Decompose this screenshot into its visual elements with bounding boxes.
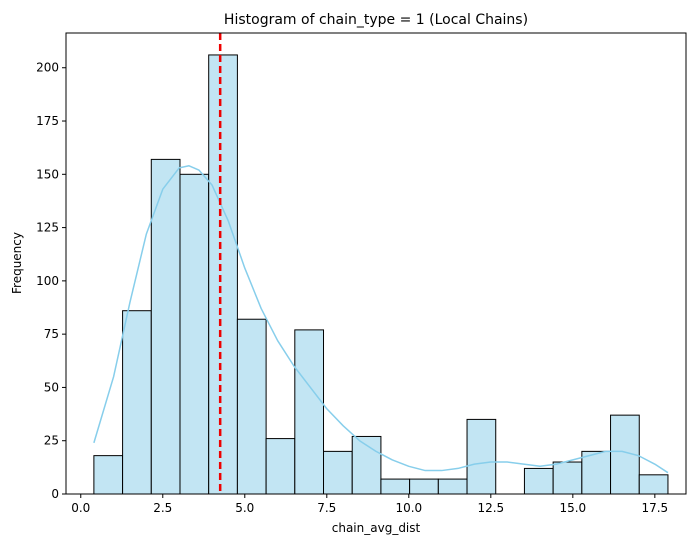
kde-line bbox=[93, 165, 669, 474]
x-tick-label: 2.5 bbox=[153, 501, 172, 515]
x-tick-label: 10.0 bbox=[395, 501, 422, 515]
histogram-bar bbox=[294, 329, 325, 495]
x-tick-label: 15.0 bbox=[559, 501, 586, 515]
y-axis-label: Frequency bbox=[10, 232, 24, 294]
histogram-bar bbox=[236, 318, 267, 495]
x-axis-ticks: 0.0 2.5 5.0 7.5 10.0 12.5 15.0 17.5 bbox=[71, 494, 668, 515]
histogram-bar bbox=[179, 173, 210, 495]
histogram-bar bbox=[466, 418, 497, 495]
y-axis-ticks: 0 25 50 75 100 125 150 175 200 bbox=[36, 61, 66, 501]
y-tick-label: 200 bbox=[36, 61, 59, 75]
x-tick-label: 5.0 bbox=[235, 501, 254, 515]
x-tick-label: 12.5 bbox=[477, 501, 504, 515]
histogram-bar bbox=[93, 455, 124, 495]
y-tick-label: 25 bbox=[44, 434, 59, 448]
y-tick-label: 175 bbox=[36, 114, 59, 128]
x-tick-label: 7.5 bbox=[317, 501, 336, 515]
x-tick-label: 0.0 bbox=[71, 501, 90, 515]
x-axis-label: chain_avg_dist bbox=[332, 521, 421, 535]
bars-group bbox=[93, 54, 669, 495]
histogram-bar bbox=[581, 450, 612, 495]
histogram-bar bbox=[323, 450, 353, 495]
histogram-bar bbox=[552, 461, 583, 495]
histogram-bar bbox=[208, 54, 238, 495]
y-tick-label: 75 bbox=[44, 327, 59, 341]
histogram-bar bbox=[122, 310, 152, 495]
histogram-bar bbox=[409, 478, 439, 495]
x-tick-label: 17.5 bbox=[641, 501, 668, 515]
y-tick-label: 100 bbox=[36, 274, 59, 288]
y-tick-label: 0 bbox=[51, 487, 59, 501]
histogram-bar bbox=[265, 438, 296, 495]
plot-frame bbox=[65, 32, 687, 495]
histogram-bar bbox=[437, 478, 468, 495]
y-tick-label: 150 bbox=[36, 167, 59, 181]
y-tick-label: 125 bbox=[36, 221, 59, 235]
histogram-bar bbox=[150, 158, 181, 495]
y-tick-label: 50 bbox=[44, 380, 59, 394]
kde-group bbox=[93, 165, 669, 474]
chart-title: Histogram of chain_type = 1 (Local Chain… bbox=[224, 12, 528, 28]
histogram-bar bbox=[380, 478, 411, 495]
histogram-bar bbox=[523, 467, 554, 495]
histogram-bar bbox=[638, 474, 669, 495]
